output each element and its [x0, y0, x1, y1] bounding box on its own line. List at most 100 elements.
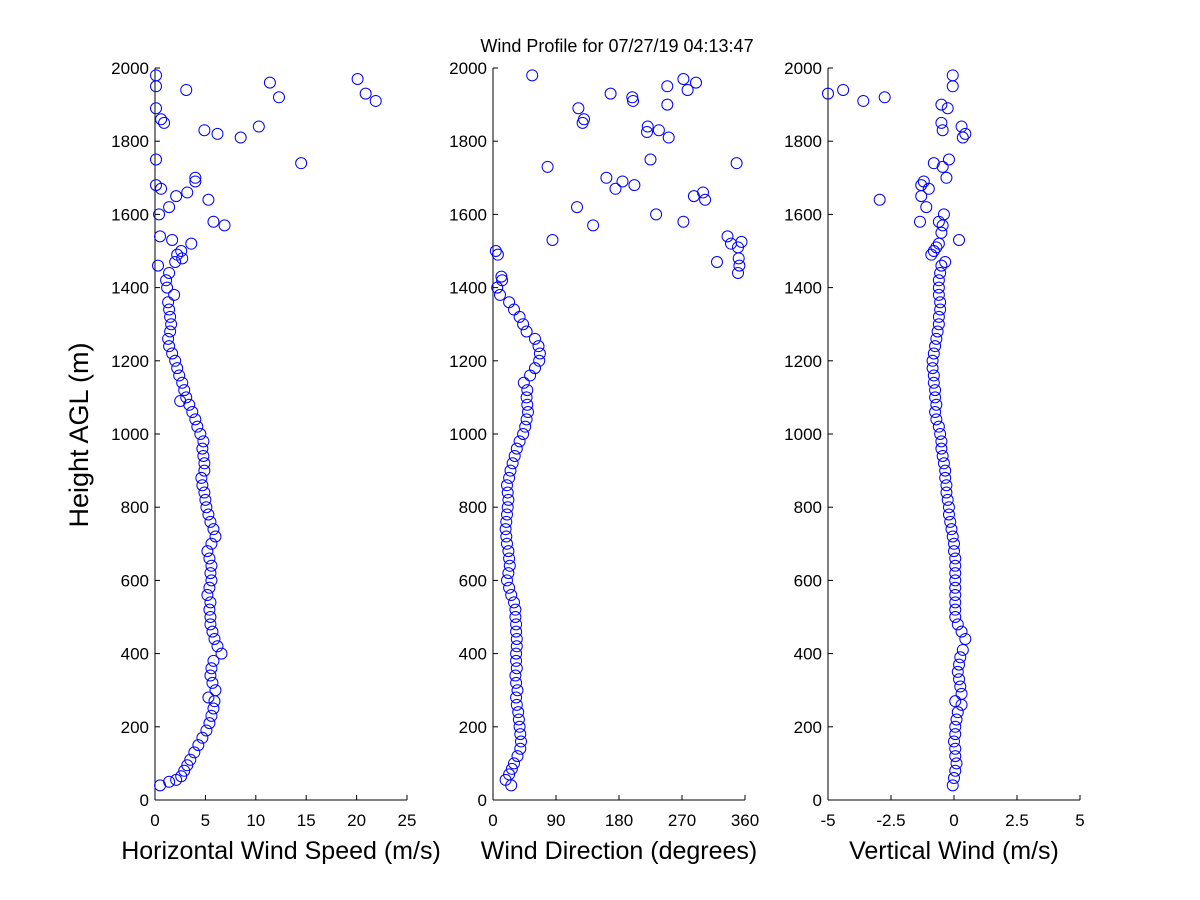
data-point: [510, 691, 523, 704]
x-tick-label: -5: [820, 811, 835, 830]
data-point: [514, 728, 527, 741]
data-point: [946, 779, 959, 792]
data-point: [194, 428, 207, 440]
data-point: [626, 91, 639, 104]
data-point: [351, 72, 364, 85]
data-point: [505, 589, 518, 602]
data-point: [208, 695, 221, 708]
data-point: [521, 398, 534, 411]
x-tick-label: 20: [347, 811, 366, 830]
data-point: [721, 230, 734, 243]
data-point: [730, 157, 743, 170]
data-point: [211, 127, 224, 140]
data-point: [951, 706, 964, 719]
data-point: [163, 340, 176, 353]
y-tick-label: 2000: [111, 59, 149, 78]
data-point: [529, 362, 541, 375]
data-point: [202, 508, 215, 521]
data-point: [181, 186, 194, 199]
data-point: [857, 94, 870, 107]
data-point: [198, 124, 211, 137]
y-tick-label: 400: [459, 645, 487, 664]
data-point: [944, 515, 957, 528]
y-tick-label: 2000: [784, 59, 822, 78]
data-point: [503, 768, 516, 781]
data-point: [948, 537, 960, 550]
x-tick-label: 270: [668, 811, 696, 830]
data-point: [150, 179, 163, 192]
data-point: [609, 182, 622, 195]
data-point: [191, 420, 204, 433]
y-tick-label: 1400: [111, 279, 149, 298]
data-point: [175, 245, 188, 257]
data-point: [198, 464, 211, 477]
data-point: [940, 171, 953, 184]
data-point: [205, 662, 218, 675]
data-point: [204, 515, 217, 528]
data-point: [662, 131, 675, 144]
data-point: [164, 325, 177, 338]
data-point: [930, 398, 943, 411]
data-point: [949, 764, 962, 777]
data-point: [508, 757, 520, 770]
y-tick-label: 800: [121, 498, 149, 517]
data-point: [196, 442, 209, 455]
data-point: [203, 552, 216, 565]
data-point: [939, 255, 952, 268]
data-point: [502, 567, 515, 580]
data-point: [699, 193, 712, 206]
data-point: [949, 567, 962, 580]
data-point: [524, 369, 537, 382]
data-point: [932, 281, 945, 294]
y-tick-label: 0: [478, 791, 487, 810]
data-point: [505, 762, 518, 775]
data-point: [196, 479, 209, 492]
data-point: [500, 530, 513, 543]
data-point: [152, 259, 165, 272]
data-point: [178, 384, 191, 397]
data-point: [200, 724, 213, 737]
data-point: [521, 384, 534, 397]
data-point: [677, 215, 690, 228]
data-point: [169, 354, 182, 367]
data-point: [197, 449, 210, 462]
data-point: [501, 486, 514, 499]
y-tick-label: 0: [140, 791, 149, 810]
data-point: [517, 318, 530, 331]
data-point: [509, 603, 522, 616]
data-point: [495, 270, 508, 283]
data-point: [510, 618, 523, 631]
data-point: [508, 449, 521, 462]
data-point: [950, 757, 963, 770]
data-point: [949, 559, 962, 572]
data-point: [735, 235, 748, 248]
data-point: [155, 113, 168, 126]
y-tick-label: 600: [794, 571, 822, 590]
data-point: [510, 640, 523, 653]
data-point: [533, 347, 546, 360]
y-tick-label: 1600: [784, 205, 822, 224]
data-point: [939, 464, 952, 477]
data-point: [496, 274, 509, 287]
y-tick-label: 2000: [449, 59, 487, 78]
y-axis-label: Height AGL (m): [64, 342, 94, 527]
data-point: [934, 266, 947, 279]
data-point: [204, 618, 217, 631]
data-point: [513, 435, 526, 448]
data-point: [202, 193, 215, 206]
data-point: [927, 347, 940, 360]
data-point: [203, 581, 216, 594]
data-point: [949, 750, 962, 763]
y-tick-label: 1600: [111, 205, 149, 224]
data-point: [949, 695, 962, 708]
data-point: [546, 234, 559, 247]
data-point: [161, 281, 174, 294]
data-point: [204, 567, 217, 580]
data-point: [176, 376, 189, 389]
data-point: [955, 625, 968, 638]
data-point: [920, 201, 933, 214]
data-point: [732, 252, 745, 265]
data-point: [945, 523, 958, 536]
data-point: [941, 102, 954, 115]
data-point: [502, 545, 515, 558]
